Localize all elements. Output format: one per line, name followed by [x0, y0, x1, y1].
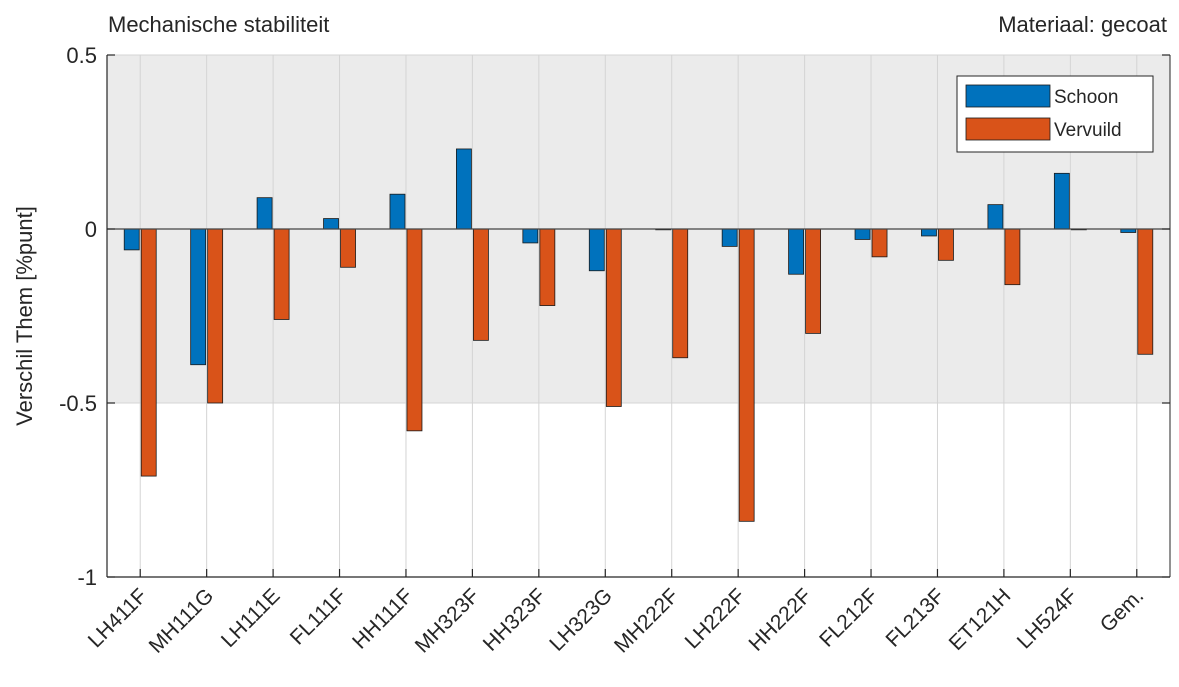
bar-vervuild-hh111f — [406, 228, 423, 432]
y-tick-label: -0.5 — [59, 391, 97, 416]
x-tick-label: LH524F — [1013, 584, 1082, 653]
bar-vervuild-mh323f — [473, 228, 489, 341]
legend-swatch — [965, 117, 1051, 141]
bar-vervuild-gem — [1137, 228, 1154, 355]
bar-schoon-fl213f — [921, 228, 937, 237]
bar-vervuild-fl212f — [871, 228, 888, 258]
bar-schoon-mh111g — [190, 228, 207, 366]
bar-vervuild-lh222f — [738, 228, 755, 522]
legend-label: Vervuild — [1054, 120, 1122, 141]
x-tick-label: ET121H — [945, 584, 1016, 655]
x-tick-label: LH222F — [681, 584, 750, 653]
y-axis-label: Verschil Them [%punt] — [12, 206, 37, 426]
bar-schoon-hh222f — [788, 228, 804, 275]
x-tick-label: MH323F — [411, 584, 484, 657]
bar-schoon-et121h — [987, 204, 1004, 230]
x-tick-label: LH323G — [545, 584, 617, 656]
bar-schoon-fl111f — [323, 218, 339, 230]
x-tick-label: MH111G — [145, 584, 218, 657]
bar-vervuild-lh411f — [140, 228, 157, 477]
bar-vervuild-hh222f — [805, 228, 821, 334]
bar-schoon-hh111f — [389, 193, 406, 230]
bar-vervuild-mh222f — [672, 228, 689, 359]
bar-schoon-lh111e — [256, 197, 273, 230]
bar-vervuild-mh111g — [207, 228, 224, 404]
x-tick-label: HH111F — [348, 584, 417, 653]
y-tick-label: 0.5 — [66, 43, 97, 68]
chart-title-right: Materiaal: gecoat — [998, 12, 1167, 37]
bar-vervuild-lh323g — [605, 228, 622, 407]
y-tick-label: 0 — [85, 217, 97, 242]
bar-schoon-fl212f — [854, 228, 871, 240]
bar-schoon-lh524f — [1053, 172, 1070, 230]
x-tick-label: HH323F — [479, 584, 551, 656]
legend-swatch — [965, 84, 1051, 108]
bar-vervuild-et121h — [1004, 228, 1021, 286]
bar-vervuild-fl213f — [938, 228, 954, 261]
bar-schoon-lh323g — [588, 228, 605, 272]
x-tick-label: Gem. — [1096, 584, 1149, 637]
legend-label: Schoon — [1054, 87, 1118, 108]
x-tick-label: FL213F — [882, 584, 949, 651]
x-tick-label: LH411F — [84, 584, 152, 652]
x-tick-label: LH111E — [217, 584, 285, 652]
x-tick-label: MH222F — [610, 584, 683, 657]
x-tick-label: FL212F — [815, 584, 882, 651]
y-tick-label: -1 — [77, 565, 97, 590]
chart-title-left: Mechanische stabiliteit — [108, 12, 330, 37]
bar-schoon-lh222f — [721, 228, 738, 247]
x-tick-label: FL111F — [286, 584, 351, 649]
bar-vervuild-hh323f — [539, 228, 556, 306]
bar-schoon-mh323f — [456, 148, 472, 230]
bar-vervuild-lh111e — [273, 228, 290, 320]
bar-schoon-lh411f — [123, 228, 140, 251]
x-tick-label: HH222F — [745, 584, 817, 656]
bar-vervuild-fl111f — [340, 228, 356, 268]
bar-schoon-hh323f — [522, 228, 539, 244]
